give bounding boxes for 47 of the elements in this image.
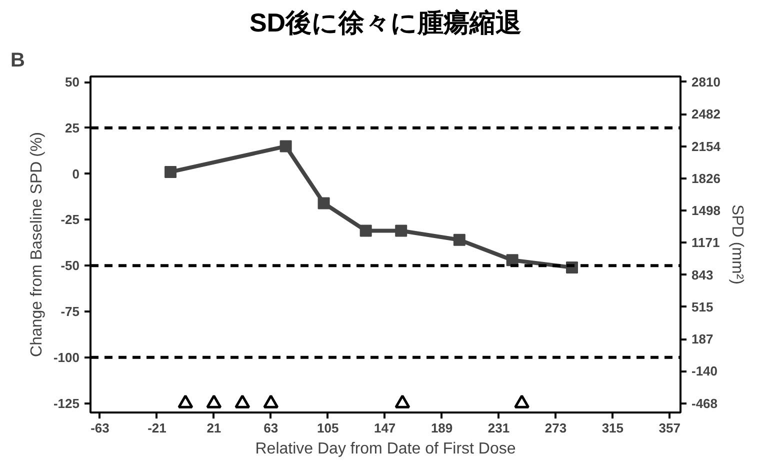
y-axis-title: Change from Baseline SPD (%) bbox=[28, 132, 46, 357]
point bbox=[206, 394, 222, 408]
x-axis-title: Relative Day from Date of First Dose bbox=[255, 440, 516, 458]
point bbox=[318, 197, 330, 210]
point bbox=[514, 394, 530, 408]
point bbox=[395, 224, 408, 237]
y2-tick-label: 1498 bbox=[692, 203, 720, 218]
point bbox=[453, 234, 466, 246]
x-tick-label: 21 bbox=[206, 420, 222, 436]
x-tick-label: -63 bbox=[90, 420, 110, 436]
y-tick-label: -125 bbox=[53, 396, 80, 411]
chart-title: SD後に徐々に腫瘍縮退 bbox=[249, 8, 522, 38]
y2-axis-title: SPD (mm²) bbox=[728, 204, 746, 284]
x-tick-label: 147 bbox=[374, 420, 396, 436]
y2-tick-label: -468 bbox=[692, 396, 718, 411]
y2-tick-label: 2482 bbox=[692, 106, 720, 122]
y-tick-label: -50 bbox=[60, 258, 80, 274]
point bbox=[234, 394, 250, 408]
x-tick-label: 189 bbox=[430, 420, 453, 436]
y2-tick-label: 1826 bbox=[692, 170, 720, 186]
point bbox=[178, 394, 194, 408]
y2-tick-label: 2810 bbox=[692, 74, 720, 90]
point bbox=[164, 166, 177, 178]
y2-tick-label: -140 bbox=[692, 364, 718, 379]
point bbox=[394, 394, 410, 408]
x-tick-label: 357 bbox=[658, 420, 681, 436]
x-tick-label: 105 bbox=[317, 420, 339, 436]
x-tick-label: 315 bbox=[602, 420, 624, 436]
y-tick-label: 50 bbox=[65, 74, 80, 90]
x-tick-label: 273 bbox=[544, 420, 567, 436]
y-tick-label: -25 bbox=[60, 212, 80, 228]
point bbox=[360, 224, 372, 237]
point bbox=[280, 140, 292, 152]
x-tick-label: 63 bbox=[264, 420, 278, 436]
y2-tick-label: 1171 bbox=[692, 235, 720, 250]
point bbox=[263, 394, 279, 408]
y2-tick-label: 2154 bbox=[692, 138, 722, 154]
y-tick-label: -100 bbox=[53, 350, 80, 365]
y2-tick-label: 515 bbox=[692, 299, 714, 314]
text: B bbox=[10, 50, 25, 72]
y2-tick-label: 843 bbox=[692, 267, 714, 282]
y2-tick-label: 187 bbox=[692, 332, 714, 347]
y-tick-label: 0 bbox=[72, 166, 80, 182]
y-tick-label: 25 bbox=[65, 120, 80, 136]
x-tick-label: -21 bbox=[148, 420, 166, 436]
x-tick-label: 231 bbox=[488, 420, 510, 436]
y-tick-label: -75 bbox=[60, 304, 80, 320]
